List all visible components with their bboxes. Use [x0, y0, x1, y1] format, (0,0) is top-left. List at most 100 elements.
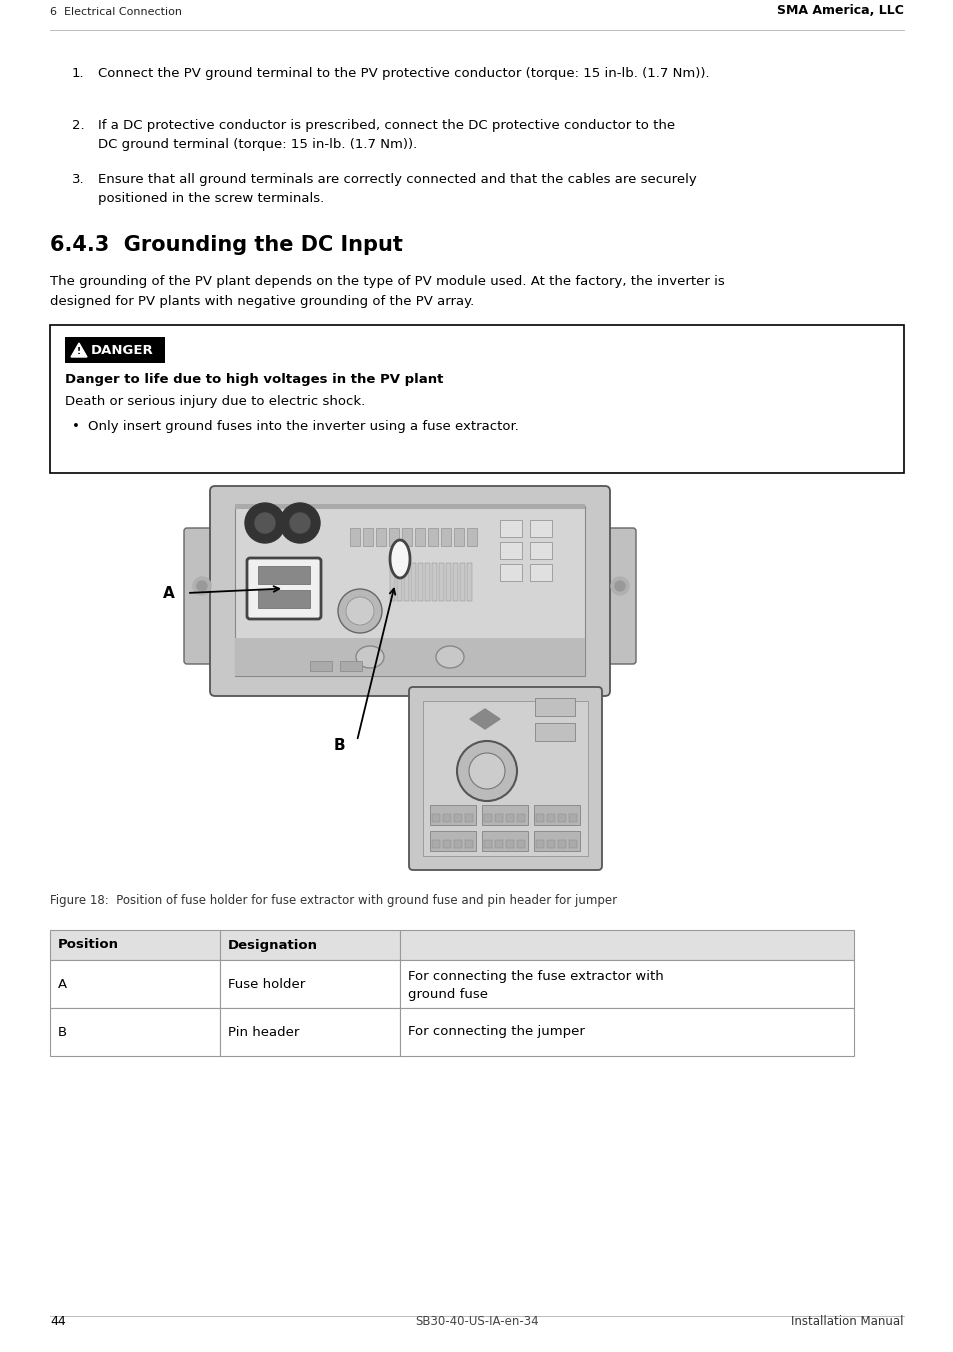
- Circle shape: [196, 581, 207, 591]
- Text: DANGER: DANGER: [91, 343, 153, 357]
- Bar: [438, 562, 443, 602]
- Text: SB30-40-US-IA-en-34: SB30-40-US-IA-en-34: [415, 1315, 538, 1328]
- Bar: [417, 562, 422, 602]
- Bar: [459, 562, 464, 602]
- Bar: [389, 529, 398, 546]
- Text: Pin header: Pin header: [228, 1026, 299, 1038]
- Bar: [234, 638, 584, 676]
- Text: For connecting the jumper: For connecting the jumper: [408, 1026, 584, 1038]
- Bar: [483, 814, 492, 822]
- Circle shape: [337, 589, 381, 633]
- Bar: [257, 589, 310, 608]
- Text: Only insert ground fuses into the inverter using a fuse extractor.: Only insert ground fuses into the invert…: [88, 420, 518, 433]
- Text: The grounding of the PV plant depends on the type of PV module used. At the fact: The grounding of the PV plant depends on…: [50, 274, 724, 288]
- Bar: [415, 529, 424, 546]
- Bar: [432, 562, 436, 602]
- FancyBboxPatch shape: [210, 485, 609, 696]
- Polygon shape: [470, 708, 499, 729]
- Bar: [430, 831, 476, 850]
- Bar: [65, 337, 165, 362]
- Text: 3.: 3.: [71, 173, 85, 187]
- Text: 2.: 2.: [71, 119, 85, 132]
- Bar: [399, 960, 853, 1009]
- Bar: [558, 840, 565, 848]
- Bar: [428, 529, 437, 546]
- Text: For connecting the fuse extractor with: For connecting the fuse extractor with: [408, 969, 663, 983]
- Text: B: B: [58, 1026, 67, 1038]
- Bar: [350, 529, 359, 546]
- Text: designed for PV plants with negative grounding of the PV array.: designed for PV plants with negative gro…: [50, 295, 474, 308]
- Bar: [535, 723, 575, 741]
- Bar: [517, 814, 524, 822]
- Circle shape: [346, 598, 374, 625]
- Ellipse shape: [390, 539, 410, 579]
- Bar: [220, 930, 399, 960]
- Polygon shape: [71, 343, 87, 357]
- Bar: [499, 564, 521, 581]
- Text: Figure 18:  Position of fuse holder for fuse extractor with ground fuse and pin : Figure 18: Position of fuse holder for f…: [50, 894, 617, 907]
- Bar: [467, 562, 472, 602]
- Text: A: A: [163, 585, 174, 600]
- Text: If a DC protective conductor is prescribed, connect the DC protective conductor : If a DC protective conductor is prescrib…: [98, 119, 675, 132]
- Bar: [558, 814, 565, 822]
- Bar: [568, 814, 577, 822]
- Text: 6.4.3  Grounding the DC Input: 6.4.3 Grounding the DC Input: [50, 235, 402, 256]
- Bar: [446, 562, 451, 602]
- Bar: [411, 562, 416, 602]
- Text: Installation Manual: Installation Manual: [791, 1315, 903, 1328]
- Bar: [432, 840, 439, 848]
- Bar: [401, 529, 412, 546]
- Text: !: !: [77, 346, 81, 356]
- Bar: [454, 529, 463, 546]
- Bar: [568, 840, 577, 848]
- Text: •: •: [71, 420, 80, 433]
- Circle shape: [610, 577, 628, 595]
- Bar: [495, 840, 502, 848]
- Text: 44: 44: [50, 1315, 66, 1328]
- Text: Fuse holder: Fuse holder: [228, 977, 305, 991]
- Bar: [257, 566, 310, 584]
- Bar: [481, 804, 527, 825]
- Bar: [442, 840, 451, 848]
- Circle shape: [456, 741, 517, 800]
- Text: Death or serious injury due to electric shock.: Death or serious injury due to electric …: [65, 395, 365, 408]
- Bar: [440, 529, 451, 546]
- FancyBboxPatch shape: [184, 529, 220, 664]
- Circle shape: [254, 512, 274, 533]
- Bar: [442, 814, 451, 822]
- Bar: [535, 698, 575, 717]
- Bar: [483, 840, 492, 848]
- Bar: [534, 831, 579, 850]
- Bar: [50, 960, 220, 1009]
- Circle shape: [469, 753, 504, 790]
- Bar: [467, 529, 476, 546]
- Text: Designation: Designation: [228, 938, 317, 952]
- Bar: [375, 529, 386, 546]
- FancyBboxPatch shape: [247, 558, 320, 619]
- Bar: [530, 521, 552, 537]
- Bar: [339, 661, 361, 671]
- Bar: [481, 831, 527, 850]
- Bar: [399, 930, 853, 960]
- Bar: [396, 562, 401, 602]
- Text: 1.: 1.: [71, 68, 85, 80]
- Bar: [424, 562, 430, 602]
- Bar: [546, 840, 555, 848]
- Bar: [399, 1009, 853, 1056]
- Bar: [390, 562, 395, 602]
- Bar: [454, 814, 461, 822]
- Bar: [534, 804, 579, 825]
- Text: A: A: [58, 977, 67, 991]
- FancyBboxPatch shape: [422, 700, 587, 856]
- Text: Connect the PV ground terminal to the PV protective conductor (torque: 15 in-lb.: Connect the PV ground terminal to the PV…: [98, 68, 709, 80]
- Circle shape: [193, 577, 211, 595]
- Bar: [517, 840, 524, 848]
- Bar: [50, 930, 220, 960]
- Text: Ensure that all ground terminals are correctly connected and that the cables are: Ensure that all ground terminals are cor…: [98, 173, 696, 187]
- Bar: [546, 814, 555, 822]
- Bar: [50, 324, 903, 473]
- Bar: [234, 504, 584, 508]
- Bar: [495, 814, 502, 822]
- Ellipse shape: [436, 646, 463, 668]
- FancyBboxPatch shape: [599, 529, 636, 664]
